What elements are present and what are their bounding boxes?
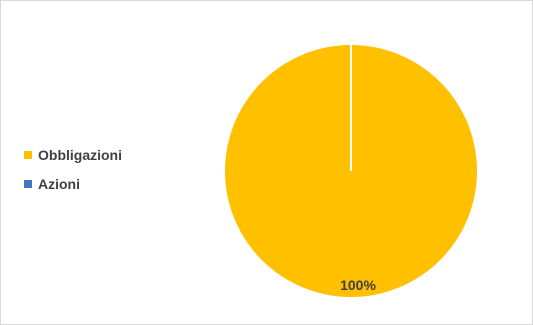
legend-label-obbligazioni: Obbligazioni (38, 147, 122, 163)
legend-item-azioni: Azioni (24, 176, 122, 192)
legend-swatch-obbligazioni (24, 151, 32, 159)
legend: Obbligazioni Azioni (24, 147, 122, 192)
data-label-obbligazioni: 100% (340, 277, 376, 293)
legend-swatch-azioni (24, 180, 32, 188)
pie-slices (225, 45, 477, 297)
legend-label-azioni: Azioni (38, 176, 80, 192)
legend-item-obbligazioni: Obbligazioni (24, 147, 122, 163)
